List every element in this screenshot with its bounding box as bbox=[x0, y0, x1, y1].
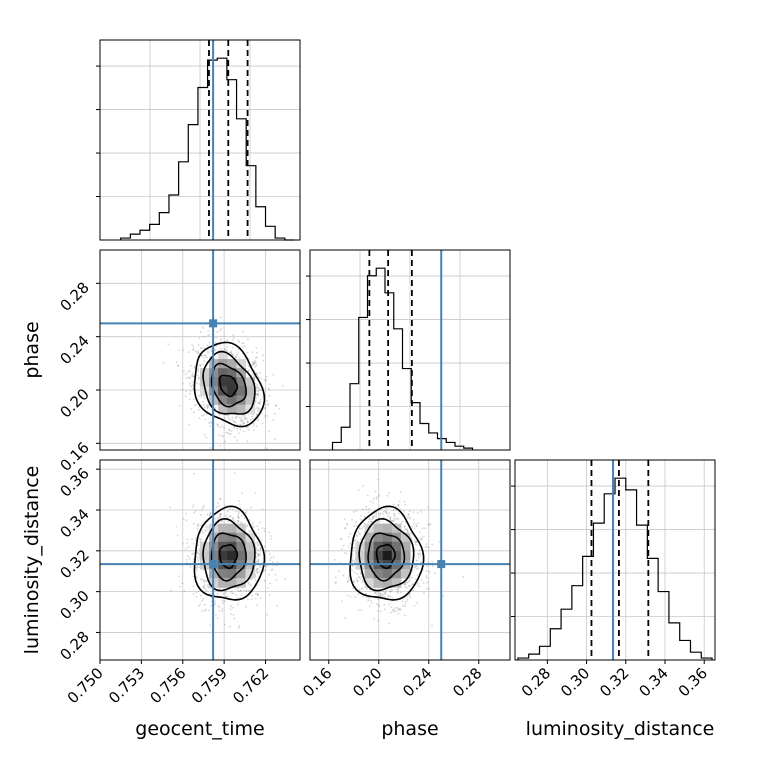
histogram-phase bbox=[331, 267, 474, 450]
panel-hist-phase bbox=[306, 249, 511, 451]
axis-label-x-geocent_time: geocent_time bbox=[135, 718, 264, 740]
axis-label-x-luminosity_distance: luminosity_distance bbox=[526, 718, 715, 740]
tick-label-x: 0.36 bbox=[675, 664, 711, 700]
axis-label-x-phase: phase bbox=[381, 718, 438, 740]
axes-frame bbox=[309, 249, 511, 451]
axes-frame bbox=[99, 459, 301, 661]
contour-line bbox=[375, 543, 396, 570]
contour-line bbox=[210, 362, 247, 408]
contour-line bbox=[202, 517, 256, 592]
histogram-geocent_time bbox=[120, 57, 295, 241]
axis-label-y-luminosity_distance: luminosity_distance bbox=[21, 466, 43, 655]
tick-label-y: 0.20 bbox=[56, 385, 92, 421]
tick-label-y: 0.28 bbox=[56, 278, 92, 314]
contour-line bbox=[193, 505, 266, 601]
tick-label-x: 0.750 bbox=[64, 664, 107, 707]
truth-marker bbox=[437, 560, 446, 569]
tick-label-y: 0.36 bbox=[56, 464, 92, 500]
panel-hist-luminosity_distance: 0.28 0.30 0.32 0.34 0.36 bbox=[511, 459, 716, 700]
axis-label-y-phase: phase bbox=[21, 321, 43, 378]
panel-contour-phase-luminosity_distance: 0.16 0.20 0.24 0.28 bbox=[299, 459, 511, 700]
tick-label-x: 0.28 bbox=[518, 664, 554, 700]
tick-label-x: 0.16 bbox=[299, 664, 335, 700]
contour-line bbox=[349, 505, 425, 601]
histogram-luminosity_distance bbox=[517, 477, 713, 660]
tick-label-y: 0.30 bbox=[56, 587, 92, 623]
contour-line bbox=[358, 517, 415, 592]
axes-frame bbox=[99, 39, 301, 241]
panel-hist-geocent_time bbox=[96, 39, 301, 241]
contour-line bbox=[210, 532, 247, 582]
tick-label-x: 0.762 bbox=[229, 664, 272, 707]
tick-label-x: 0.24 bbox=[399, 664, 435, 700]
tick-label-x: 0.34 bbox=[635, 664, 671, 700]
truth-marker bbox=[209, 560, 218, 569]
contour-line bbox=[218, 543, 239, 570]
axes-frame bbox=[309, 459, 511, 661]
tick-label-x: 0.32 bbox=[596, 664, 632, 700]
tick-label-x: 0.753 bbox=[105, 664, 148, 707]
plot-area bbox=[100, 250, 300, 450]
panel-contour-geocent_time-luminosity_distance: 0.28 0.30 0.32 0.34 0.36 0.7500.7530.7560.759… bbox=[56, 459, 301, 707]
contour-line bbox=[193, 341, 266, 428]
tick-label-x: 0.759 bbox=[188, 664, 231, 707]
tick-label-y: 0.32 bbox=[56, 546, 92, 582]
truth-marker bbox=[209, 319, 218, 328]
plot-area bbox=[310, 460, 510, 660]
tick-label-y: 0.28 bbox=[56, 628, 92, 664]
tick-label-y: 0.34 bbox=[56, 505, 92, 541]
panel-contour-geocent_time-phase: 0.160.200.240.28 bbox=[56, 249, 301, 475]
contour-line bbox=[218, 374, 239, 398]
tick-label-x: 0.28 bbox=[449, 664, 485, 700]
axes-frame bbox=[514, 459, 716, 661]
axes-frame bbox=[99, 249, 301, 451]
plot-area bbox=[100, 460, 300, 660]
scatter-points bbox=[334, 478, 465, 627]
tick-label-x: 0.756 bbox=[146, 664, 189, 707]
tick-label-x: 0.30 bbox=[557, 664, 593, 700]
contour-line bbox=[202, 350, 256, 415]
tick-label-y: 0.24 bbox=[56, 332, 92, 368]
contour-line bbox=[367, 532, 406, 582]
tick-label-x: 0.20 bbox=[349, 664, 385, 700]
